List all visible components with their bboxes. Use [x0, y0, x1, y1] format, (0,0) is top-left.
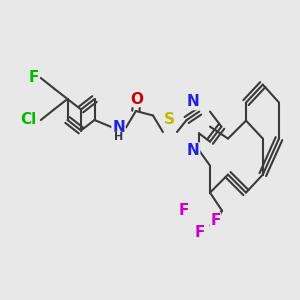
Text: F: F — [210, 213, 220, 228]
Text: H: H — [114, 132, 123, 142]
Text: S: S — [164, 112, 175, 127]
Text: N: N — [112, 120, 125, 135]
Text: F: F — [28, 70, 39, 86]
Text: N: N — [187, 143, 200, 158]
Text: O: O — [130, 92, 143, 106]
Text: F: F — [178, 203, 189, 218]
Text: F: F — [194, 225, 205, 240]
Text: N: N — [187, 94, 200, 110]
Text: Cl: Cl — [20, 112, 37, 128]
